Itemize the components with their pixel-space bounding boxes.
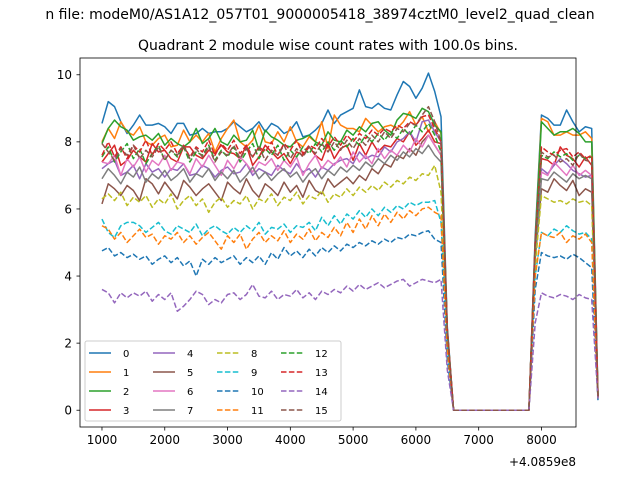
y-tick-label: 2 <box>64 336 72 350</box>
legend-label-5: 5 <box>187 368 193 379</box>
y-tick-label: 8 <box>64 135 72 149</box>
legend-label-15: 15 <box>315 406 328 417</box>
series-15-line <box>101 105 599 411</box>
legend-label-4: 4 <box>187 349 193 360</box>
legend-label-10: 10 <box>251 387 264 398</box>
legend-label-3: 3 <box>123 406 129 417</box>
legend-box <box>84 340 342 422</box>
x-tick-label: 8000 <box>526 433 557 447</box>
legend-label-14: 14 <box>315 387 328 398</box>
figure-suptitle: n file: modeM0/AS1A12_057T01_9000005418_… <box>45 7 594 23</box>
plot-area <box>101 72 599 411</box>
x-axis-offset-text: +4.0859e8 <box>509 455 576 469</box>
legend-label-13: 13 <box>315 368 328 379</box>
x-tick-label: 6000 <box>401 433 432 447</box>
legend-label-2: 2 <box>123 387 129 398</box>
series-14-line <box>101 278 599 411</box>
y-tick-label: 10 <box>57 68 72 82</box>
y-tick-label: 0 <box>64 404 72 418</box>
series-8-line <box>101 164 599 411</box>
x-tick-label: 3000 <box>212 433 243 447</box>
legend-label-7: 7 <box>187 406 193 417</box>
chart-title: Quadrant 2 module wise count rates with … <box>138 38 518 54</box>
legend-label-8: 8 <box>251 349 257 360</box>
legend-label-1: 1 <box>123 368 129 379</box>
axes-frame <box>79 57 577 428</box>
x-tick-label: 1000 <box>87 433 118 447</box>
x-tick-label: 5000 <box>338 433 369 447</box>
legend-label-11: 11 <box>251 406 264 417</box>
legend-label-9: 9 <box>251 368 257 379</box>
x-tick-label: 4000 <box>275 433 306 447</box>
legend-label-6: 6 <box>187 387 193 398</box>
legend-label-12: 12 <box>315 349 328 360</box>
y-tick-label: 6 <box>64 202 72 216</box>
x-tick-label: 2000 <box>149 433 180 447</box>
x-tick-label: 7000 <box>463 433 494 447</box>
legend-label-0: 0 <box>123 349 129 360</box>
y-tick-label: 4 <box>64 269 72 283</box>
